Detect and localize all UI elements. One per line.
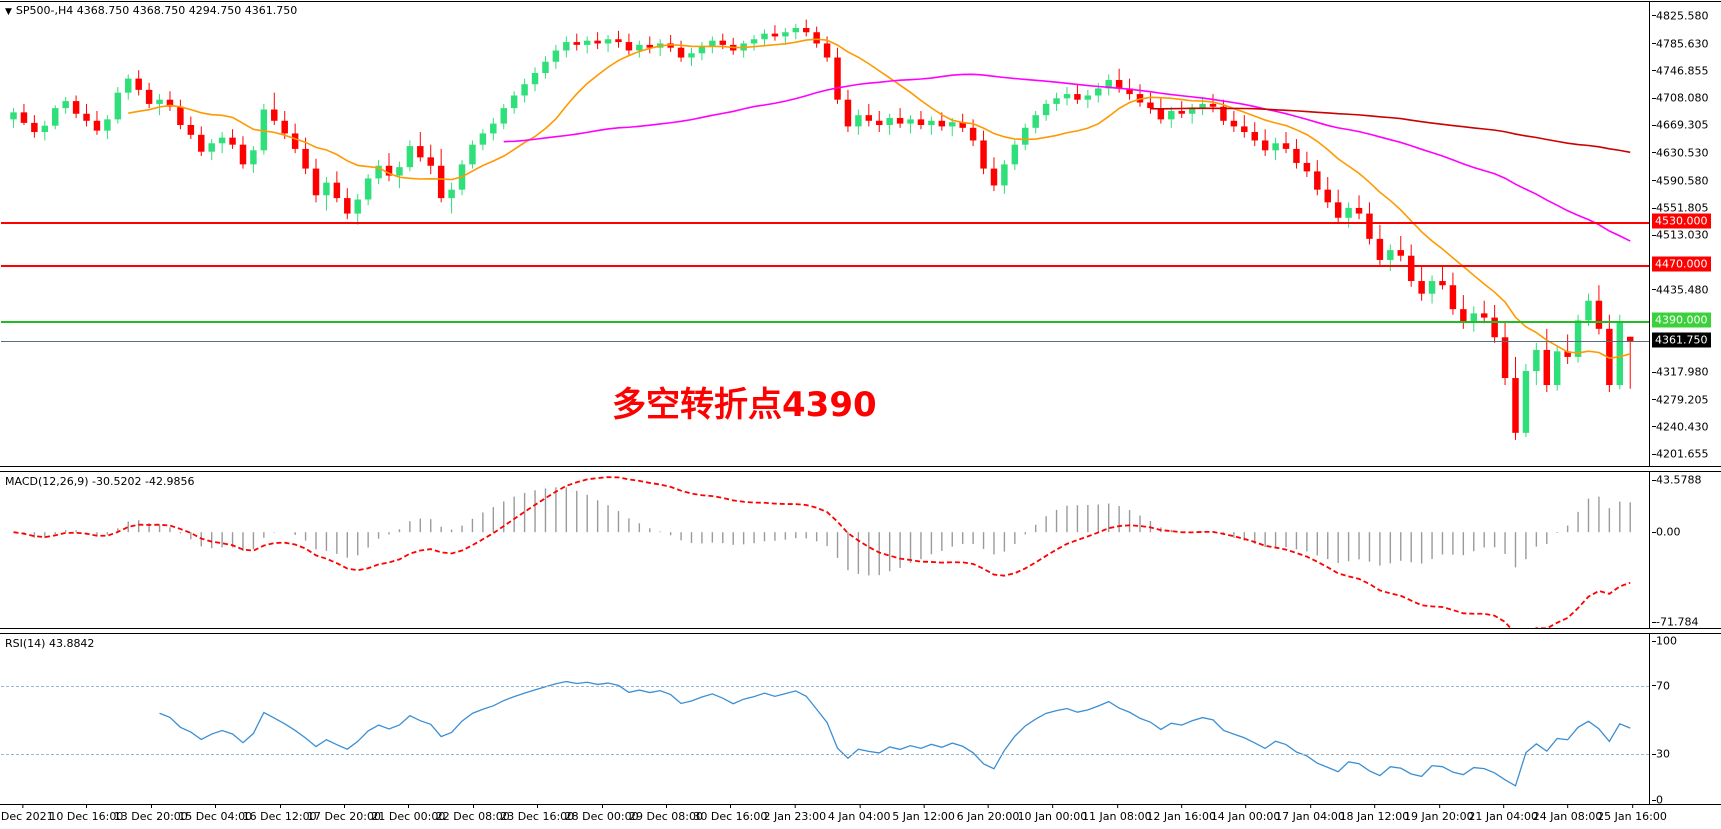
rsi-label: RSI(14) 43.8842 [5, 637, 95, 650]
price-tick-label: 4317.980 [1652, 366, 1709, 379]
time-tick-label: 13 Dec 20:00 [114, 804, 188, 823]
rsi-level-30 [1, 754, 1649, 756]
price-tick-label: 4590.580 [1652, 174, 1709, 187]
price-plot-area[interactable] [1, 2, 1649, 466]
rsi-tick-label: 30 [1652, 748, 1670, 761]
rsi-tick-label: 100 [1652, 635, 1677, 648]
price-tick-label: 4513.030 [1652, 229, 1709, 242]
time-tick-label: 17 Jan 04:00 [1275, 804, 1345, 823]
rsi-panel: RSI(14) 43.8842 100 70 30 0 [0, 633, 1721, 807]
price-tick-label: 4746.855 [1652, 64, 1709, 77]
price-level-line-4530-000 [1, 222, 1649, 225]
price-axis-badge-support-4390[interactable]: 4390.000 [1652, 312, 1711, 328]
price-axis-badge-last-price-4361[interactable]: 4361.750 [1652, 332, 1711, 348]
rsi-plot-area[interactable] [1, 634, 1649, 804]
price-tick-label: 4708.080 [1652, 92, 1709, 105]
time-tick-label: 17 Dec 20:00 [307, 804, 381, 823]
time-tick-label: 9 Dec 2021 [0, 804, 54, 823]
time-tick-label: 21 Dec 00:00 [371, 804, 445, 823]
price-tick-label: 4669.305 [1652, 119, 1709, 132]
rsi-axis[interactable]: 100 70 30 0 [1649, 634, 1721, 807]
macd-axis[interactable]: 43.5788 0.00 -71.784 [1649, 472, 1721, 629]
time-tick-label: 22 Dec 08:00 [436, 804, 510, 823]
price-tick-label: 4279.205 [1652, 393, 1709, 406]
macd-label: MACD(12,26,9) -30.5202 -42.9856 [5, 475, 195, 488]
macd-tick-label: -71.784 [1652, 616, 1698, 629]
macd-panel: MACD(12,26,9) -30.5202 -42.9856 43.5788 0… [0, 471, 1721, 629]
time-tick-label: 25 Jan 16:00 [1597, 804, 1667, 823]
price-level-line-4470-000 [1, 264, 1649, 267]
price-axis[interactable]: 4825.580 4785.630 4746.855 4708.080 4669.305… [1649, 2, 1721, 466]
time-tick-label: 30 Dec 16:00 [693, 804, 767, 823]
triangle-down-icon[interactable]: ▼ [5, 7, 12, 17]
time-tick-label: 11 Jan 08:00 [1082, 804, 1152, 823]
price-tick-label: 4435.480 [1652, 283, 1709, 296]
chart-header: ▼ SP500-,H4 4368.750 4368.750 4294.750 43… [5, 4, 297, 17]
chart-annotation-text: 多空转折点4390 [612, 385, 877, 425]
price-level-line-4390-000 [1, 320, 1649, 323]
time-tick-label: 19 Jan 20:00 [1404, 804, 1474, 823]
time-tick-label: 21 Jan 04:00 [1468, 804, 1538, 823]
time-tick-label: 24 Jan 08:00 [1533, 804, 1602, 823]
time-tick-label: 18 Jan 12:00 [1340, 804, 1409, 823]
macd-tick-label: 43.5788 [1652, 474, 1702, 487]
price-tick-label: 4201.655 [1652, 448, 1709, 461]
price-level-line-4361-750 [1, 340, 1649, 342]
price-panel: ▼ SP500-,H4 4368.750 4368.750 4294.750 43… [0, 1, 1721, 467]
time-tick-label: 12 Jan 16:00 [1146, 804, 1216, 823]
symbol-ohlc-label: SP500-,H4 4368.750 4368.750 4294.750 436… [15, 4, 298, 17]
price-tick-label: 4785.630 [1652, 37, 1709, 50]
macd-tick-label: 0.00 [1652, 526, 1681, 539]
rsi-tick-label: 0 [1652, 794, 1663, 807]
time-tick-label: 10 Jan 00:00 [1018, 804, 1087, 823]
time-tick-label: 28 Dec 00:00 [565, 804, 639, 823]
time-tick-label: 23 Dec 16:00 [500, 804, 574, 823]
time-tick-label: 29 Dec 08:00 [629, 804, 703, 823]
time-tick-label: 2 Jan 23:00 [763, 804, 826, 823]
time-tick-label: 4 Jan 04:00 [828, 804, 891, 823]
price-tick-label: 4825.580 [1652, 9, 1709, 22]
time-tick-label: 15 Dec 04:00 [178, 804, 252, 823]
time-tick-label: 6 Jan 20:00 [957, 804, 1019, 823]
time-tick-label: 5 Jan 12:00 [892, 804, 955, 823]
price-axis-badge-resistance-4530[interactable]: 4530.000 [1652, 213, 1711, 229]
price-tick-label: 4630.530 [1652, 146, 1709, 159]
price-axis-badge-resistance-4470[interactable]: 4470.000 [1652, 256, 1711, 272]
time-tick-label: 10 Dec 16:00 [49, 804, 123, 823]
rsi-level-70 [1, 685, 1649, 687]
price-tick-label: 4551.805 [1652, 202, 1709, 215]
macd-plot-area[interactable] [1, 472, 1649, 628]
time-tick-label: 14 Jan 00:00 [1211, 804, 1280, 823]
price-tick-label: 4240.430 [1652, 420, 1709, 433]
time-tick-label: 16 Dec 12:00 [243, 804, 317, 823]
rsi-tick-label: 70 [1652, 679, 1670, 692]
